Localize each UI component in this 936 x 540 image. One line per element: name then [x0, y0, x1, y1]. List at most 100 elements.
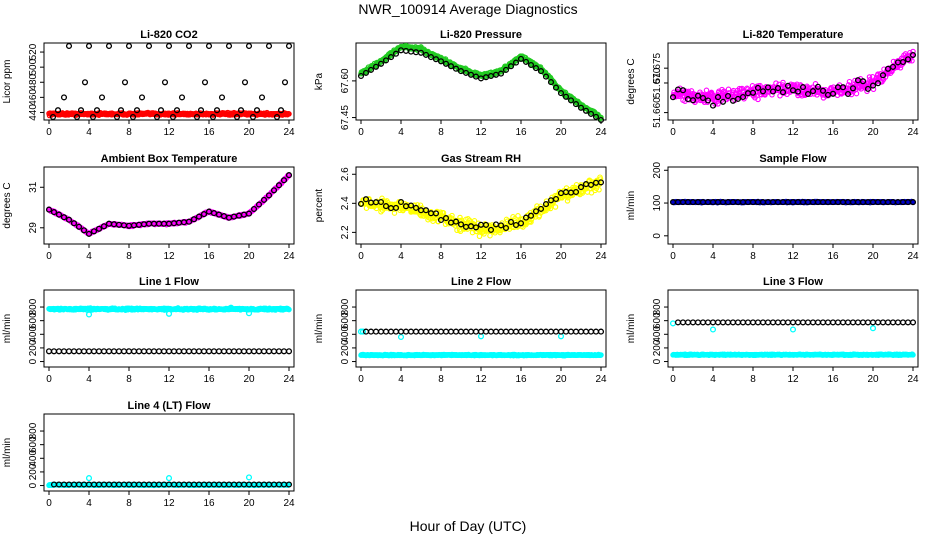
data-point	[799, 84, 807, 91]
y-tick-label: 800	[28, 298, 39, 315]
data-point	[55, 211, 63, 218]
data-point	[587, 328, 595, 335]
data-point	[774, 85, 782, 92]
data-point	[90, 348, 98, 355]
y-tick-label: 2.6	[340, 167, 351, 181]
x-tick-label: 20	[243, 374, 255, 385]
data-point	[869, 82, 877, 89]
data-point	[679, 87, 687, 94]
x-tick-label: 0	[670, 251, 676, 262]
data-point	[100, 348, 108, 355]
series-averages	[357, 47, 605, 124]
x-tick-label: 20	[555, 374, 567, 385]
data-point	[155, 348, 163, 355]
data-point	[582, 328, 590, 335]
data-point	[532, 328, 540, 335]
series-averages	[674, 319, 917, 326]
data-point	[357, 72, 365, 80]
data-point	[240, 348, 248, 355]
data-point	[739, 93, 747, 101]
data-point	[906, 57, 913, 64]
data-point	[129, 113, 137, 121]
data-point	[265, 348, 273, 355]
data-point	[442, 60, 450, 67]
data-point	[709, 102, 717, 109]
data-point	[462, 328, 470, 335]
data-point	[270, 348, 278, 355]
data-point	[447, 328, 455, 335]
data-point	[899, 58, 907, 66]
data-point	[472, 73, 480, 80]
data-point	[387, 328, 395, 335]
x-tick-label: 12	[787, 127, 799, 138]
x-tick-label: 0	[358, 251, 364, 262]
data-point	[482, 328, 490, 335]
x-tick-label: 8	[438, 251, 444, 262]
y-tick-label: 440	[28, 104, 39, 121]
data-point	[437, 58, 445, 65]
data-point	[397, 333, 405, 341]
panel-title: Li-820 Temperature	[743, 29, 844, 41]
data-point	[734, 319, 742, 326]
data-point	[258, 94, 266, 101]
data-point	[45, 206, 53, 213]
data-point	[81, 79, 89, 86]
data-point	[715, 101, 721, 107]
data-point	[45, 348, 53, 355]
x-tick-label: 0	[670, 127, 676, 138]
x-tick-label: 16	[203, 127, 215, 138]
panel-title: Line 3 Flow	[763, 276, 823, 288]
data-point	[392, 50, 400, 57]
y-tick-label: 480	[28, 73, 39, 90]
data-point	[125, 348, 133, 355]
series-averages	[45, 172, 293, 237]
x-tick-label: 16	[827, 374, 839, 385]
y-tick-label: 460	[28, 89, 39, 106]
data-point	[80, 227, 88, 234]
data-point	[537, 68, 545, 75]
data-point	[55, 348, 63, 355]
data-point	[794, 81, 800, 88]
data-point	[552, 204, 559, 210]
data-point	[85, 348, 93, 355]
series-raw	[358, 351, 604, 359]
data-point	[100, 223, 108, 230]
data-point	[265, 192, 273, 199]
data-point	[245, 42, 253, 50]
x-tick-label: 4	[710, 127, 716, 138]
data-point	[190, 216, 198, 223]
figure-title: NWR_100914 Average Diagnostics	[358, 1, 577, 17]
x-tick-label: 4	[398, 251, 404, 262]
data-point	[502, 328, 510, 335]
x-tick-label: 24	[907, 374, 919, 385]
data-point	[512, 59, 520, 66]
data-point	[527, 61, 535, 69]
series-raw-high	[669, 320, 877, 333]
data-point	[237, 107, 245, 114]
data-point	[175, 348, 183, 355]
data-point	[213, 107, 221, 114]
data-point	[195, 213, 203, 220]
data-point	[115, 348, 123, 355]
x-tick-label: 12	[475, 127, 487, 138]
data-point	[150, 348, 158, 355]
data-point	[407, 328, 415, 335]
data-point	[719, 319, 727, 326]
data-point	[285, 348, 293, 355]
data-point	[95, 348, 103, 355]
x-tick-label: 24	[907, 251, 919, 262]
series-raw	[358, 43, 604, 122]
data-point	[245, 348, 253, 355]
data-point	[709, 326, 717, 333]
data-point	[220, 348, 228, 355]
data-point	[457, 328, 465, 335]
data-point	[452, 328, 460, 335]
data-point	[105, 348, 113, 355]
data-point	[80, 348, 88, 355]
y-tick-label: 0	[652, 233, 663, 239]
x-tick-label: 24	[595, 127, 607, 138]
data-point	[884, 65, 892, 72]
